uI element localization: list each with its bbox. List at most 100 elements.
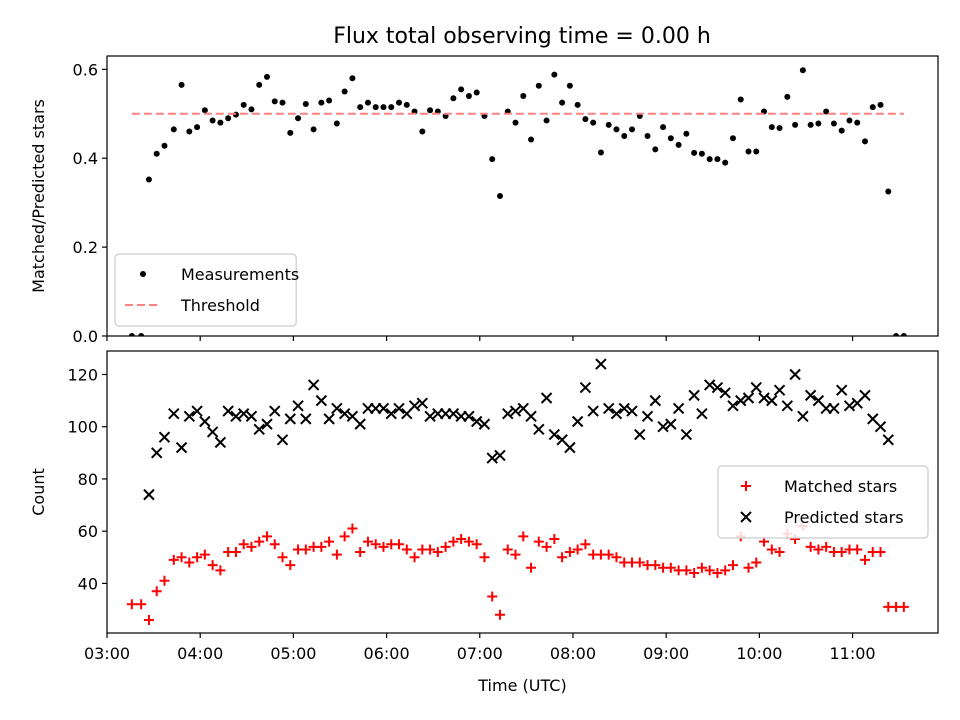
data-point xyxy=(136,599,147,610)
data-point xyxy=(347,523,358,534)
data-point xyxy=(362,536,373,547)
data-point xyxy=(605,121,612,128)
data-point xyxy=(587,405,599,417)
xtick-label: 09:00 xyxy=(643,644,689,663)
data-point xyxy=(396,99,403,106)
data-point xyxy=(450,95,457,102)
data-point xyxy=(254,536,265,547)
data-point xyxy=(696,407,708,420)
data-point xyxy=(706,156,713,163)
legend-label: Predicted stars xyxy=(784,508,904,527)
data-point xyxy=(869,104,876,111)
data-point xyxy=(378,541,389,552)
legend-label: Matched stars xyxy=(784,477,897,496)
ytick-label: 0.2 xyxy=(73,238,98,257)
data-point xyxy=(533,536,544,547)
data-point xyxy=(285,560,296,571)
data-point xyxy=(150,447,163,459)
data-point xyxy=(487,591,498,602)
data-point xyxy=(295,115,302,122)
legend-bottom: Matched stars Predicted stars xyxy=(717,465,929,539)
data-point xyxy=(248,106,255,113)
data-point xyxy=(704,565,715,576)
data-point xyxy=(489,156,496,163)
data-point xyxy=(541,541,552,552)
series-matched-stars xyxy=(126,520,909,625)
data-point xyxy=(714,156,721,163)
data-point xyxy=(463,410,475,422)
data-point xyxy=(315,394,328,407)
data-point xyxy=(494,609,505,620)
data-point xyxy=(675,141,682,148)
legend-marker xyxy=(740,511,752,523)
data-point xyxy=(440,541,451,552)
data-point xyxy=(688,389,700,402)
data-point xyxy=(377,402,390,415)
data-point xyxy=(269,539,280,550)
data-point xyxy=(590,119,597,126)
data-point xyxy=(209,117,216,124)
data-point xyxy=(579,381,592,394)
xtick-label: 03:00 xyxy=(84,644,130,663)
data-point xyxy=(409,552,420,563)
ytick-label: 40 xyxy=(78,574,98,593)
data-point xyxy=(745,148,752,155)
data-point xyxy=(447,407,460,420)
data-point xyxy=(781,400,794,412)
data-point xyxy=(672,402,685,415)
data-point xyxy=(696,562,707,573)
data-point xyxy=(403,101,410,108)
y-axis-label: Count xyxy=(29,468,48,516)
data-point xyxy=(276,434,289,446)
data-point xyxy=(512,119,519,126)
data-point xyxy=(518,531,529,542)
data-point xyxy=(549,534,560,544)
data-point xyxy=(852,544,863,555)
data-point xyxy=(566,82,573,89)
data-point xyxy=(657,421,669,433)
ytick-label: 60 xyxy=(78,522,98,541)
ytick-label: 120 xyxy=(67,366,98,385)
data-point xyxy=(473,89,480,96)
data-point xyxy=(900,333,907,336)
data-point xyxy=(263,73,270,80)
plot-area-top xyxy=(128,67,907,336)
data-point xyxy=(846,117,853,124)
data-point xyxy=(611,552,622,563)
data-point xyxy=(318,99,325,106)
axes-frame-bottom xyxy=(106,350,939,634)
data-point xyxy=(269,405,281,417)
data-point xyxy=(784,93,791,100)
data-point xyxy=(245,410,258,422)
data-point xyxy=(448,536,459,547)
data-point xyxy=(230,547,241,558)
data-point xyxy=(170,126,177,133)
data-point xyxy=(665,418,677,430)
data-point xyxy=(207,560,218,571)
data-point xyxy=(465,93,472,99)
data-point xyxy=(206,426,219,438)
data-point xyxy=(261,418,273,430)
data-point xyxy=(766,394,778,407)
data-point xyxy=(478,418,491,430)
data-point xyxy=(877,101,884,108)
data-point xyxy=(456,534,467,544)
data-point xyxy=(722,159,729,166)
data-point xyxy=(427,107,434,114)
data-point xyxy=(774,547,785,558)
data-point xyxy=(768,124,775,131)
data-point xyxy=(540,392,553,404)
data-point xyxy=(875,547,886,558)
data-point xyxy=(680,428,693,441)
ytick-label: 80 xyxy=(78,470,98,489)
data-point xyxy=(424,410,436,422)
data-point xyxy=(215,565,226,576)
data-point xyxy=(194,124,201,131)
data-point xyxy=(128,333,135,336)
data-point xyxy=(279,99,286,106)
data-point xyxy=(217,119,224,126)
data-point xyxy=(271,98,278,105)
chart-title: Flux total observing time = 0.00 h xyxy=(333,24,711,49)
